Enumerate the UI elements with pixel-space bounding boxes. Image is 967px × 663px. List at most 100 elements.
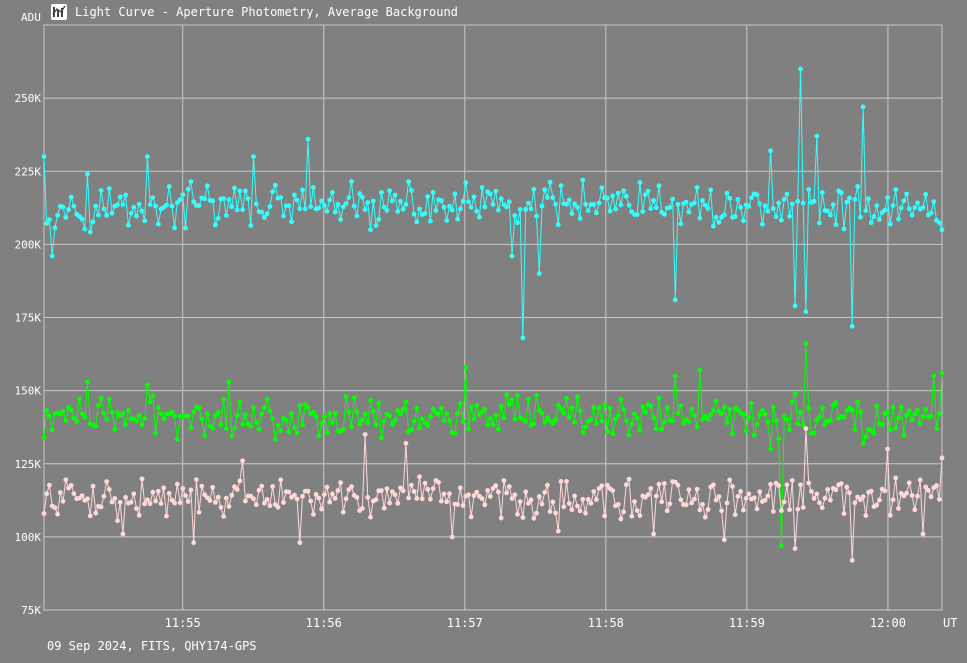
- data-point: [460, 419, 466, 425]
- data-point: [452, 430, 458, 436]
- data-point: [912, 411, 918, 417]
- data-point: [803, 426, 809, 431]
- data-point: [44, 221, 50, 226]
- data-point: [155, 405, 161, 410]
- data-point: [727, 477, 733, 483]
- data-point: [659, 499, 665, 505]
- data-point: [692, 413, 697, 418]
- data-point: [272, 436, 278, 442]
- data-point: [226, 197, 232, 203]
- data-point: [917, 420, 923, 426]
- data-point: [487, 191, 493, 197]
- data-point: [564, 479, 569, 484]
- data-point: [340, 509, 346, 515]
- data-point: [871, 430, 877, 436]
- data-point: [196, 405, 202, 411]
- x-tick-label: 11:56: [306, 616, 342, 630]
- data-point: [906, 408, 912, 414]
- data-point: [357, 191, 363, 197]
- data-point: [896, 216, 901, 222]
- data-point: [572, 493, 577, 499]
- data-point: [438, 498, 444, 504]
- data-point: [270, 189, 275, 195]
- data-point: [305, 405, 311, 410]
- data-point: [675, 201, 681, 207]
- data-point: [594, 210, 599, 216]
- data-point: [199, 483, 205, 489]
- data-point: [735, 197, 741, 202]
- data-point: [640, 404, 646, 410]
- data-point: [741, 218, 746, 224]
- data-point: [542, 419, 548, 425]
- data-point: [237, 399, 243, 405]
- data-point: [370, 408, 376, 414]
- data-point: [596, 405, 602, 411]
- data-point: [811, 430, 817, 436]
- y-axis-label: ADU: [21, 11, 41, 24]
- data-point: [349, 484, 354, 490]
- data-point: [417, 425, 422, 431]
- data-point: [830, 202, 836, 208]
- data-point: [795, 199, 801, 204]
- data-point: [887, 427, 893, 433]
- data-point: [498, 403, 504, 409]
- data-point: [741, 507, 746, 513]
- data-point: [819, 405, 825, 411]
- data-point: [68, 194, 74, 200]
- data-point: [125, 408, 131, 413]
- data-point: [368, 514, 373, 520]
- data-point: [360, 194, 365, 200]
- data-point: [515, 511, 520, 517]
- data-point: [672, 297, 678, 303]
- data-point: [800, 422, 806, 428]
- data-point: [901, 198, 907, 204]
- data-point: [482, 406, 488, 412]
- data-point: [96, 212, 101, 218]
- data-point: [452, 191, 458, 197]
- data-point: [784, 482, 790, 488]
- data-point: [542, 187, 548, 193]
- data-point: [259, 411, 265, 417]
- data-point: [724, 190, 730, 196]
- data-point: [463, 180, 469, 186]
- data-point: [447, 491, 452, 497]
- data-point: [561, 410, 567, 416]
- data-point: [800, 200, 806, 206]
- data-point: [566, 415, 572, 420]
- title-bar: Light Curve - Aperture Photometry, Avera…: [51, 3, 458, 21]
- data-point: [939, 227, 945, 233]
- data-point: [292, 192, 297, 198]
- data-point: [838, 190, 844, 196]
- data-point: [923, 406, 929, 412]
- data-point: [251, 405, 256, 410]
- data-point: [825, 208, 831, 214]
- data-point: [262, 500, 267, 506]
- series-line: [43, 343, 943, 546]
- data-point: [751, 495, 757, 501]
- data-point: [44, 407, 50, 413]
- data-point: [637, 428, 643, 433]
- data-point: [428, 414, 433, 419]
- data-point: [57, 490, 63, 495]
- data-point: [719, 508, 724, 514]
- data-point: [286, 489, 292, 495]
- data-point: [63, 418, 69, 423]
- chart-icon[interactable]: [51, 4, 67, 20]
- data-point: [425, 194, 431, 199]
- data-point: [760, 407, 765, 413]
- data-point: [545, 415, 550, 420]
- data-point: [136, 201, 142, 207]
- data-point: [504, 204, 509, 210]
- data-point: [667, 205, 673, 210]
- data-point: [411, 418, 417, 424]
- data-point: [762, 497, 768, 503]
- data-point: [547, 179, 553, 185]
- data-point: [934, 426, 939, 431]
- data-point: [879, 422, 885, 428]
- data-point: [806, 405, 812, 411]
- data-point: [237, 188, 243, 194]
- data-point: [555, 528, 561, 534]
- data-point: [147, 202, 153, 208]
- data-point: [817, 414, 822, 420]
- data-point: [41, 435, 47, 440]
